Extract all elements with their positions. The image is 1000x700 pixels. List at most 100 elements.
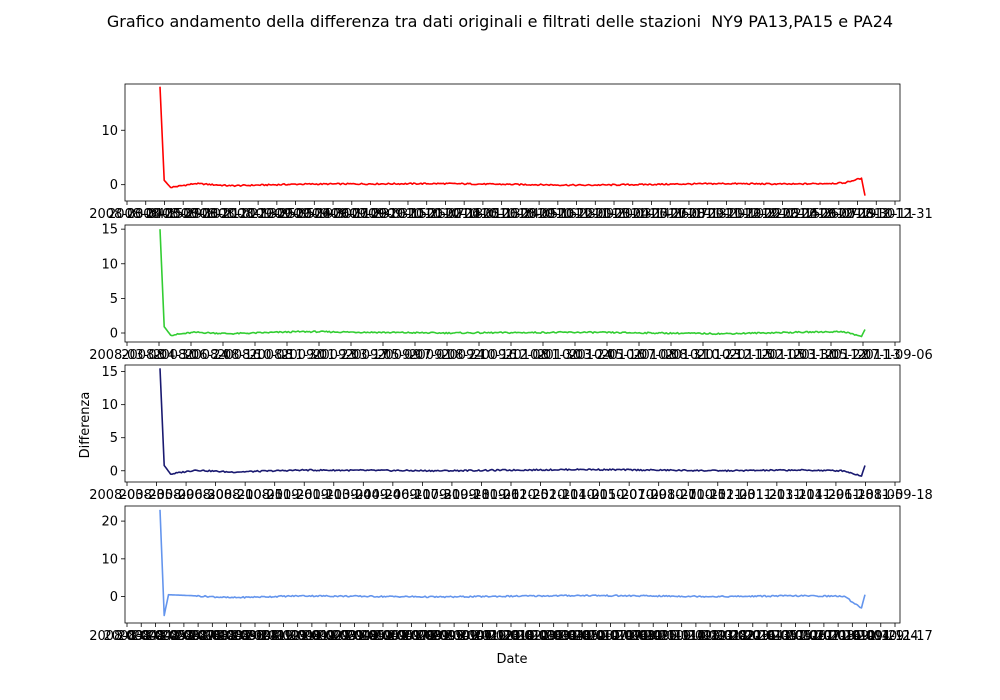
x-tick-label: 2008-11-26	[237, 488, 313, 503]
x-tick-label: 2010-02-18	[408, 207, 484, 222]
x-tick-label: 2011-02-16	[701, 629, 777, 644]
x-tick-label: 2009-04-30	[277, 207, 353, 222]
x-tick-label: 2008-11-13	[231, 629, 307, 644]
series-line	[159, 368, 866, 477]
x-tick-label: 2010-01-12	[473, 629, 549, 644]
x-tick-label: 2011-05-26	[614, 207, 690, 222]
x-tick-label: 2008-12-08	[246, 629, 322, 644]
x-tick-label: 2010-09-19	[615, 629, 691, 644]
x-tick-label: 2008-03-08	[89, 629, 165, 644]
x-tick-label: 2010-09-16	[501, 207, 577, 222]
x-tick-label: 2008-04-15	[108, 207, 184, 222]
x-tick-label: 2012-04-26	[764, 207, 840, 222]
x-tick-label: 2010-05-17	[544, 629, 620, 644]
x-tick-label: 2012-12-31	[857, 207, 933, 222]
subplot-4: 010202008-03-082008-04-022008-04-272008-…	[89, 505, 933, 644]
x-tick-label: 2009-07-23	[314, 207, 390, 222]
x-tick-label: 2008-07-11	[160, 629, 236, 644]
x-tick-label: 2012-02-02	[726, 207, 802, 222]
x-tick-label: 2009-11-06	[444, 488, 520, 503]
x-tick-label: 2011-04-07	[729, 629, 805, 644]
x-tick-label: 2009-05-07	[331, 629, 407, 644]
x-tick-label: 2010-08-25	[601, 629, 677, 644]
x-tick-label: 2011-01-20	[558, 207, 634, 222]
plot-frame	[124, 83, 901, 202]
x-tick-label: 2011-09-04	[815, 629, 891, 644]
x-tick-label: 2009-09-03	[333, 207, 409, 222]
x-tick-label: 2009-04-24	[326, 488, 402, 503]
x-tick-label: 2008-07-10	[145, 207, 221, 222]
x-tick-label: 2009-03-18	[303, 629, 379, 644]
x-tick-label: 2010-07-31	[587, 629, 663, 644]
x-tick-label: 2011-02-05	[729, 348, 805, 363]
x-tick-label: 2011-05-22	[793, 348, 869, 363]
x-tick-label: 2010-12-28	[672, 629, 748, 644]
x-tick-label: 2011-05-27	[758, 629, 834, 644]
y-tick-label: 0	[110, 178, 118, 193]
x-tick-label: 2009-07-21	[374, 629, 450, 644]
x-tick-label: 2009-09-09	[402, 629, 478, 644]
x-tick-label: 2011-08-05	[828, 488, 904, 503]
y-tick-label: 15	[101, 365, 118, 380]
x-tick-label: 2011-11-17	[857, 629, 933, 644]
x-tick-label: 2009-06-11	[295, 207, 371, 222]
x-tick-label: 2010-05-16	[569, 348, 645, 363]
x-tick-label: 2009-08-15	[388, 629, 464, 644]
y-tick-label: 10	[101, 257, 118, 272]
x-tick-label: 2010-10-28	[520, 207, 596, 222]
plot-frame	[124, 505, 901, 624]
x-tick-label: 2011-03-11	[739, 488, 815, 503]
x-tick-label: 2009-01-27	[274, 629, 350, 644]
x-tick-label: 2008-06-24	[153, 348, 229, 363]
x-tick-label: 2012-07-19	[801, 207, 877, 222]
x-tick-label: 2011-01-21	[710, 488, 786, 503]
x-tick-label: 2011-05-02	[743, 629, 819, 644]
x-tick-label: 2008-03-08	[89, 348, 165, 363]
x-tick-label: 2009-01-11	[266, 488, 342, 503]
y-tick-label: 15	[101, 223, 118, 238]
x-tick-label: 2010-05-13	[445, 207, 521, 222]
x-tick-label: 2012-08-30	[820, 207, 896, 222]
x-tick-label: 2011-07-13	[825, 348, 901, 363]
y-axis-label: Differenza	[78, 392, 93, 459]
x-tick-label: 2011-04-14	[595, 207, 671, 222]
x-tick-label: 2008-10-02	[183, 207, 259, 222]
x-tick-label: 2009-01-02	[260, 629, 336, 644]
x-tick-label: 2009-02-21	[288, 629, 364, 644]
x-tick-label: 2009-06-01	[345, 629, 421, 644]
x-tick-label: 2011-09-18	[857, 488, 933, 503]
x-tick-label: 2010-01-30	[505, 348, 581, 363]
x-tick-label: 2009-03-19	[258, 207, 334, 222]
x-tick-label: 2008-08-30	[189, 629, 265, 644]
x-tick-label: 2010-03-03	[502, 629, 578, 644]
x-tick-label: 2009-07-31	[385, 488, 461, 503]
x-tick-label: 2010-02-11	[503, 488, 579, 503]
y-tick-label: 0	[110, 464, 118, 479]
x-tick-label: 2008-11-13	[202, 207, 278, 222]
subplot-3: 0510152008-03-232008-05-092008-06-302008…	[89, 364, 933, 503]
chart-title: Grafico andamento della differenza tra d…	[106, 12, 894, 31]
x-tick-label: 2009-07-01	[377, 348, 453, 363]
subplot-1: 0 10 2008-03-042008-04-152008-05-292008-07…	[89, 83, 933, 222]
x-tick-label: 2009-10-16	[441, 348, 517, 363]
x-axis-label: Date	[496, 652, 527, 667]
x-tick-label: 2011-11-10	[689, 207, 765, 222]
x-tick-label: 2008-08-05	[175, 629, 251, 644]
x-tick-label: 2011-07-16	[786, 629, 862, 644]
x-tick-label: 2009-10-29	[431, 629, 507, 644]
x-tick-label: 2011-12-22	[707, 207, 783, 222]
x-tick-label: 2008-04-27	[118, 629, 194, 644]
x-tick-label: 2008-05-29	[127, 207, 203, 222]
x-tick-label: 2010-03-24	[537, 348, 613, 363]
x-tick-label: 2011-03-13	[715, 629, 791, 644]
x-tick-label: 2010-12-15	[697, 348, 773, 363]
x-tick-label: 2010-08-05	[483, 207, 559, 222]
x-tick-label: 2011-03-03	[576, 207, 652, 222]
x-tick-label: 2010-04-01	[426, 207, 502, 222]
x-tick-label: 2009-12-25	[473, 488, 549, 503]
x-tick-label: 2008-06-30	[148, 488, 224, 503]
x-tick-label: 2010-07-06	[573, 629, 649, 644]
x-tick-label: 2010-12-03	[658, 629, 734, 644]
plot-frame	[124, 224, 901, 343]
